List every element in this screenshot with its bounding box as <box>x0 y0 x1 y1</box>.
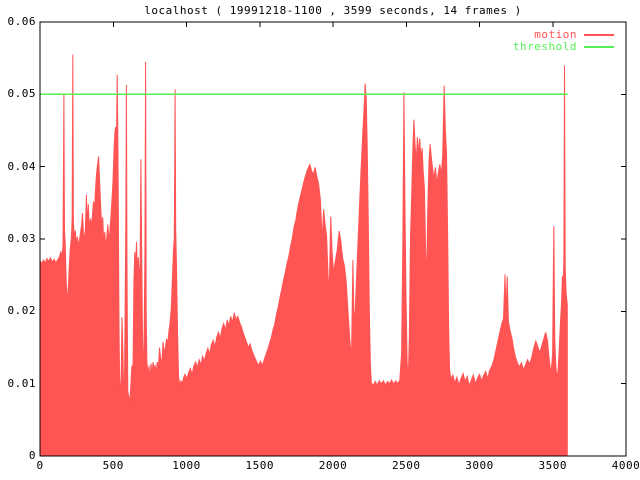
y-tick-label: 0.06 <box>7 15 36 28</box>
x-tick-label: 500 <box>102 459 124 472</box>
x-tick-label: 1000 <box>172 459 201 472</box>
x-tick-label: 4000 <box>611 459 640 472</box>
y-tick-label: 0.01 <box>7 376 36 390</box>
legend-item-threshold: threshold <box>513 41 614 53</box>
x-tick-label: 3500 <box>538 459 567 472</box>
legend-line-sample-threshold <box>584 46 614 48</box>
legend-item-motion: motion <box>513 29 614 41</box>
y-tick-label: 0.05 <box>7 87 36 101</box>
x-tick-label: 0 <box>36 459 44 472</box>
x-tick-label: 2500 <box>392 459 421 472</box>
y-tick-label: 0.02 <box>7 304 36 318</box>
legend-label-motion: motion <box>534 28 577 41</box>
legend-label-threshold: threshold <box>512 40 577 53</box>
x-tick-label: 3000 <box>465 459 494 472</box>
y-tick-label: 0.04 <box>7 159 36 173</box>
legend: motion threshold <box>513 29 614 53</box>
y-tick-label: 0.03 <box>7 232 36 245</box>
plot-border <box>39 21 627 457</box>
chart-title: localhost ( 19991218-1100 , 3599 seconds… <box>144 4 522 17</box>
y-tick-label: 0 <box>28 449 36 462</box>
legend-line-sample-motion <box>584 34 614 36</box>
x-tick-label: 2000 <box>318 459 348 472</box>
x-tick-label: 1500 <box>245 459 274 472</box>
motion-series-area <box>39 54 568 456</box>
